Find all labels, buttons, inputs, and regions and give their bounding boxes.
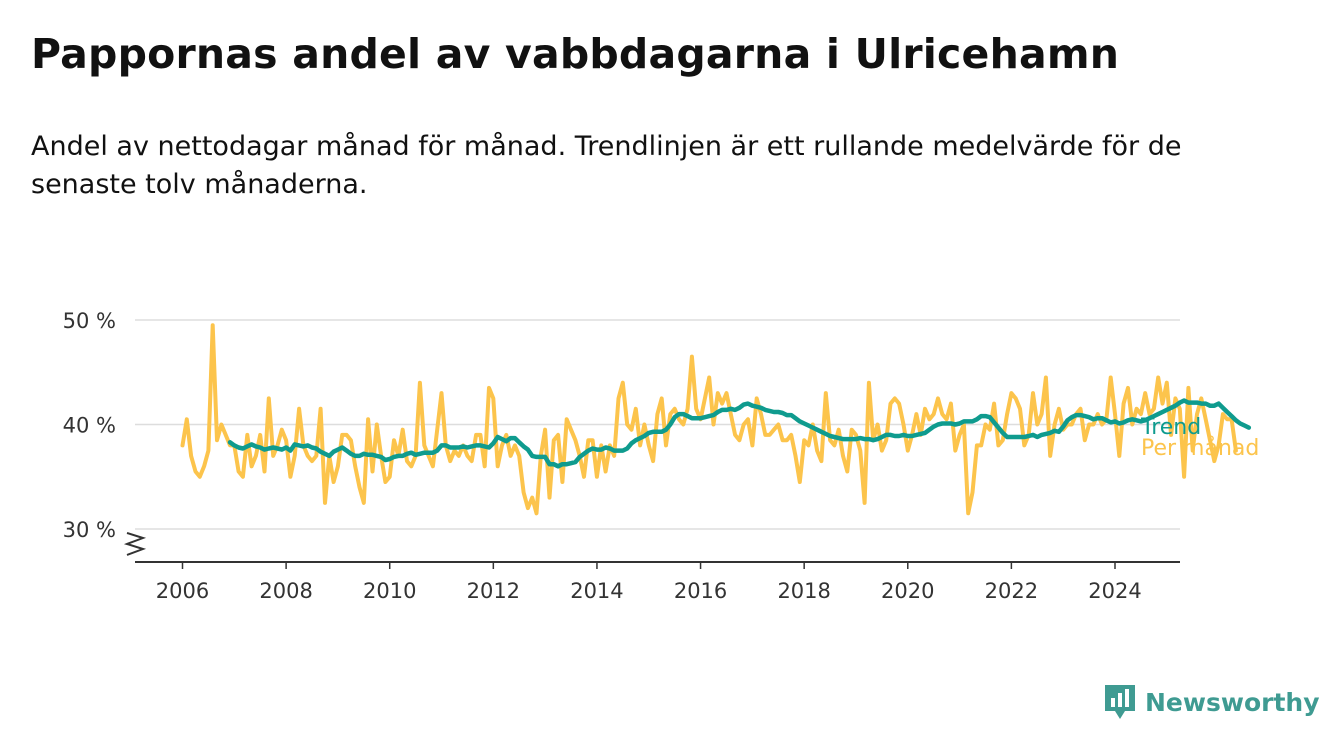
brand-logo: Newsworthy xyxy=(1103,683,1320,721)
x-tick-label: 2008 xyxy=(259,579,312,603)
y-axis-labels: 30 % 40 % 50 % xyxy=(63,309,116,542)
x-tick-label: 2024 xyxy=(1088,579,1141,603)
x-tick-label: 2006 xyxy=(156,579,209,603)
x-tick-label: 2022 xyxy=(985,579,1038,603)
y-tick-label: 40 % xyxy=(63,414,116,438)
series-label-per-manad: Per månad xyxy=(1141,435,1259,461)
x-tick-label: 2018 xyxy=(777,579,830,603)
series-line-per-manad xyxy=(180,323,1238,516)
x-tick-label: 2014 xyxy=(570,579,623,603)
series-line-trend xyxy=(227,398,1252,469)
x-tick-label: 2012 xyxy=(467,579,520,603)
newsworthy-logo-icon xyxy=(1105,685,1135,719)
y-tick-label: 50 % xyxy=(63,309,116,333)
x-tick-label: 2020 xyxy=(881,579,934,603)
x-tick-label: 2010 xyxy=(363,579,416,603)
y-tick-label: 30 % xyxy=(63,518,116,542)
series-label-trend: Trend xyxy=(1140,415,1201,440)
chart-subtitle: Andel av nettodagar månad för månad. Tre… xyxy=(31,131,1182,200)
x-tick-label: 2016 xyxy=(674,579,727,603)
x-axis-ticks: 2006 2008 2010 2012 2014 2016 2018 2020 2022 2024 xyxy=(156,562,1142,603)
axis-break-icon xyxy=(123,532,147,556)
chart-title: Pappornas andel av vabbdagarna i Ulriceh… xyxy=(31,30,1120,78)
brand-name: Newsworthy xyxy=(1145,687,1320,717)
